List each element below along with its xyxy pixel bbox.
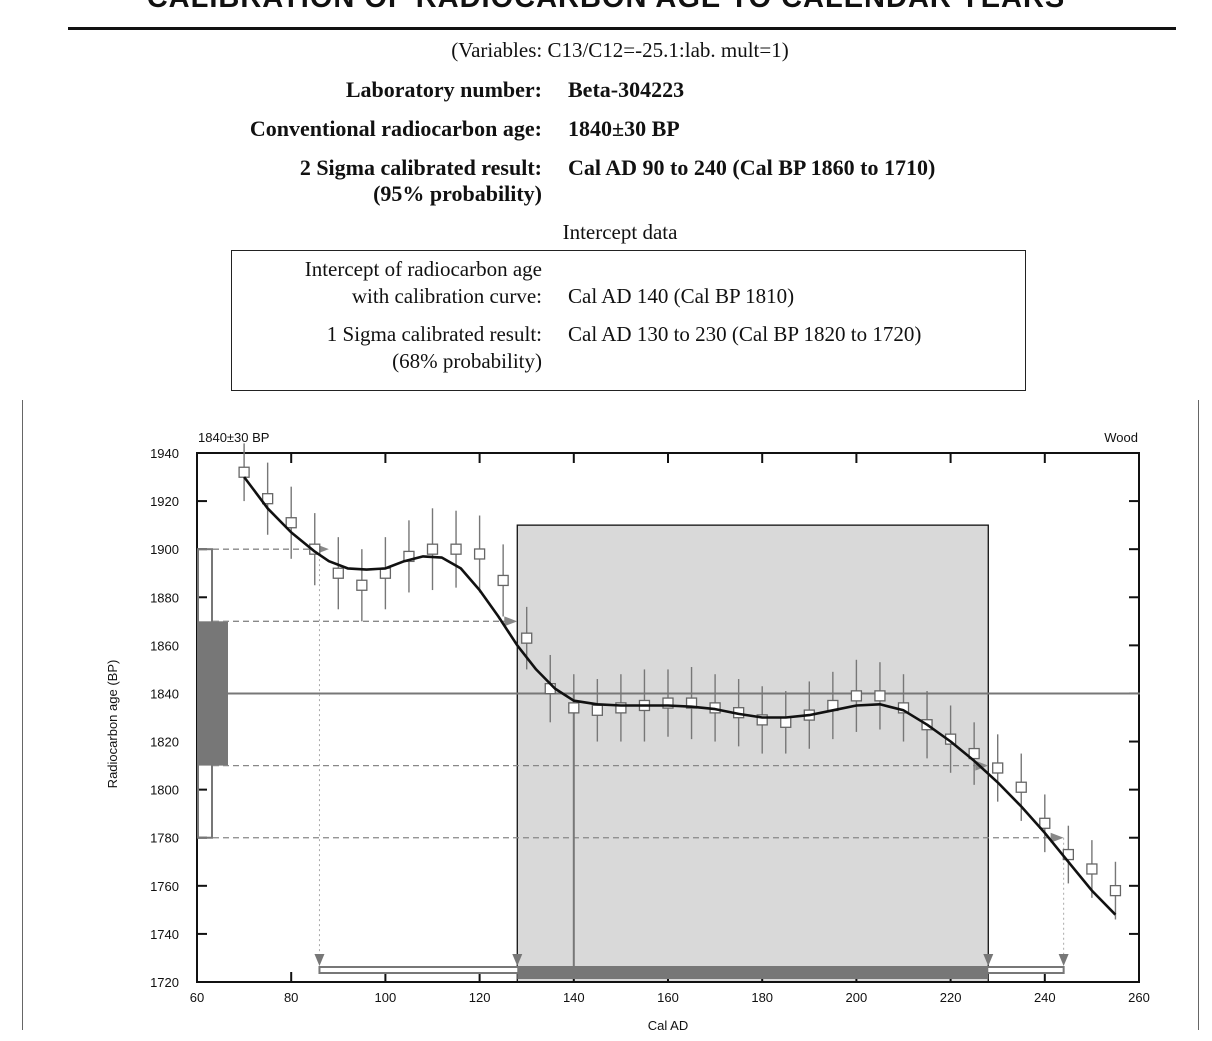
x-tick-label: 220	[940, 990, 962, 1005]
data-point	[238, 466, 250, 478]
page-title: CALIBRATION OF RADIOCARBON AGE TO CALEND…	[0, 0, 1212, 15]
data-point	[521, 632, 533, 644]
conv-age-label: Conventional radiocarbon age:	[249, 116, 542, 141]
x-tick-label: 180	[751, 990, 773, 1005]
sigma2-label: 2 Sigma calibrated result:	[299, 155, 542, 180]
top-right-label: Wood	[1104, 430, 1138, 445]
data-point	[662, 697, 674, 709]
data-point	[591, 704, 603, 716]
x-tick-label: 160	[657, 990, 679, 1005]
sigma1-age-bar	[198, 621, 228, 766]
range-arrow	[1058, 954, 1069, 966]
data-point	[497, 574, 509, 587]
x-axis-label: Cal AD	[648, 1018, 688, 1033]
intercept-label-1: Intercept of radiocarbon age	[304, 257, 542, 281]
data-point	[780, 716, 792, 728]
x-tick-label: 80	[284, 990, 298, 1005]
y-tick-label: 1740	[150, 927, 179, 942]
sigma1-range-bar	[517, 966, 989, 979]
y-tick-label: 1800	[150, 783, 179, 798]
page-frame-right	[1198, 400, 1199, 1030]
data-point	[473, 548, 486, 560]
y-tick-label: 1900	[150, 542, 179, 557]
sigma1-label: 1 Sigma calibrated result:	[326, 322, 542, 346]
lab-number-label: Laboratory number:	[345, 77, 542, 102]
data-point	[968, 747, 980, 760]
calibration-curve	[243, 476, 1117, 916]
x-tick-label: 140	[563, 990, 585, 1005]
data-point	[568, 702, 580, 714]
lab-number-value: Beta-304223	[568, 77, 685, 102]
data-point	[685, 697, 698, 709]
y-tick-label: 1920	[150, 494, 179, 509]
x-tick-label: 120	[469, 990, 491, 1005]
x-tick-label: 100	[375, 990, 397, 1005]
y-axis-label: Radiocarbon age (BP)	[105, 660, 120, 789]
sigma2-value: Cal AD 90 to 240 (Cal BP 1860 to 1710)	[568, 155, 936, 180]
data-point	[1039, 817, 1051, 829]
y-tick-label: 1720	[150, 975, 179, 990]
data-point	[356, 579, 368, 591]
intercept-heading: Intercept data	[562, 220, 678, 244]
data-point	[615, 702, 627, 714]
data-point	[1086, 863, 1098, 875]
variables-line: (Variables: C13/C12=-25.1:lab. mult=1)	[451, 38, 789, 62]
data-point	[285, 517, 297, 529]
data-point	[756, 714, 768, 726]
data-point	[403, 550, 415, 563]
data-point	[332, 567, 344, 579]
intercept-label-2: with calibration curve:	[351, 284, 542, 308]
dash-line-upper-1sigma-arrow	[504, 616, 518, 627]
conv-age-value: 1840±30 BP	[568, 116, 680, 141]
data-point	[309, 543, 321, 555]
sigma1-probability: (68% probability)	[392, 349, 542, 373]
range-arrow	[983, 954, 994, 966]
title-rule	[68, 27, 1176, 30]
x-tick-label: 240	[1034, 990, 1056, 1005]
sigma1-value: Cal AD 130 to 230 (Cal BP 1820 to 1720)	[568, 322, 922, 346]
data-point	[426, 543, 439, 555]
data-point	[261, 493, 274, 505]
intercept-value: Cal AD 140 (Cal BP 1810)	[568, 284, 795, 308]
data-point	[1109, 884, 1122, 897]
page-frame-left	[22, 400, 23, 1030]
y-tick-label: 1840	[150, 686, 179, 701]
y-tick-label: 1760	[150, 879, 179, 894]
range-arrow	[512, 954, 523, 966]
range-arrow	[314, 954, 325, 966]
y-tick-label: 1880	[150, 590, 179, 605]
data-point	[850, 690, 863, 702]
x-tick-label: 60	[190, 990, 204, 1005]
dash-line-lower-2sigma-arrow	[1050, 832, 1064, 843]
dash-line-lower-1sigma-arrow	[975, 760, 989, 771]
sigma1-shaded-region	[516, 524, 989, 983]
data-point	[874, 690, 886, 702]
intercept-box	[231, 250, 1026, 391]
y-tick-label: 1820	[150, 735, 179, 750]
data-point	[1015, 781, 1027, 793]
top-left-label: 1840±30 BP	[198, 430, 269, 445]
sigma2-probability: (95% probability)	[373, 181, 542, 206]
y-tick-label: 1780	[150, 831, 179, 846]
data-point	[450, 543, 462, 555]
y-tick-label: 1860	[150, 638, 179, 653]
data-point	[992, 762, 1004, 774]
x-tick-label: 200	[846, 990, 868, 1005]
y-tick-label: 1940	[150, 446, 179, 461]
x-tick-label: 260	[1128, 990, 1150, 1005]
